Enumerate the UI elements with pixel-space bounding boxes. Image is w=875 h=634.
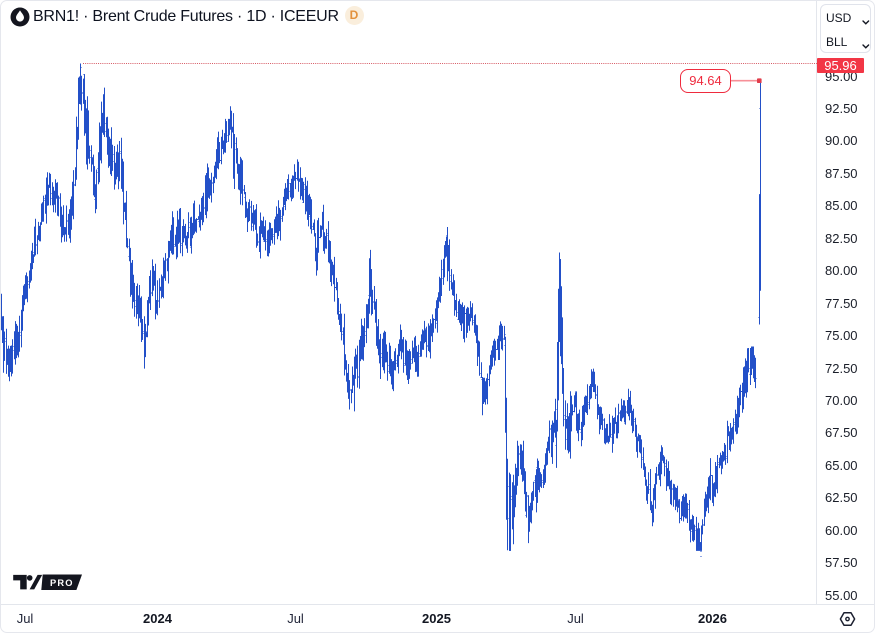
svg-text:PRO: PRO [50,578,74,588]
